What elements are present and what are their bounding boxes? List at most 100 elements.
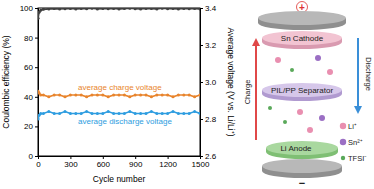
marker [145,112,148,115]
marker [188,112,191,115]
charge-label: Charge [243,80,252,105]
marker [134,93,137,96]
marker [166,93,169,96]
marker [150,110,153,113]
marker [112,112,115,115]
marker [53,8,56,10]
figure: 0300600900120015000204060801002.62.83.03… [0,0,374,189]
plot-area [38,8,200,121]
marker [145,93,148,96]
tick: 20 [24,122,38,131]
marker [193,95,196,98]
tick-label: 80 [24,34,33,43]
ion-legend-marker [340,123,346,129]
tick: 60 [24,63,38,72]
marker [145,8,148,10]
marker [39,112,42,115]
tick-label: 600 [97,160,111,169]
marker [38,118,40,121]
marker [80,112,83,115]
series-label: average charge voltage [78,83,162,92]
x-axis-title: Cycle number [93,174,146,184]
marker [58,93,61,96]
marker [150,95,153,98]
top-cap [258,11,346,30]
marker [58,112,61,115]
marker [85,8,88,10]
ion [315,55,321,61]
marker [118,112,121,115]
separator [262,83,342,101]
tick: 600 [97,156,111,169]
y-axis: 0 20 40 60 80 100 [20,4,39,161]
top-cap-top [258,11,346,25]
marker [96,8,99,11]
tick: 0 [36,156,41,169]
marker [74,112,77,115]
marker [172,8,175,10]
marker [161,93,164,96]
marker [64,95,67,98]
ion [275,57,281,63]
marker [172,110,175,113]
anode-label: Li Anode [280,144,312,153]
ion-legend-marker [340,139,346,145]
tick-label: 100 [20,4,34,13]
marker [177,8,180,11]
tick: 300 [64,156,78,169]
ion [297,109,303,115]
marker [182,112,185,115]
marker [177,112,180,115]
marker [188,93,191,96]
marker [177,93,180,96]
negative-terminal: − [299,177,305,189]
tick: 0 [29,152,38,161]
tick: 80 [24,34,38,43]
marker [53,112,56,115]
ion [327,69,333,75]
tick: 3.2 [200,41,217,50]
plot-frame [38,8,200,156]
ion [283,120,287,124]
anode-top [266,141,338,155]
series-line [38,91,200,97]
marker [161,8,164,10]
marker [39,93,42,96]
marker [139,93,142,96]
y-axis-title: Coulombic efficiency (%) [1,35,11,129]
y2-axis-title: Average voltage (V vs. Li/Li⁺) [226,27,236,136]
positive-terminal: + [299,2,305,13]
ion-legend-label: Li⁺ [348,122,357,131]
tick-label: 3.2 [205,41,217,50]
marker [112,93,115,96]
separator-label: PIL/PP Separator [271,86,333,95]
marker [101,8,104,10]
marker [91,8,94,10]
tick-label: 0 [29,152,34,161]
ion [290,68,294,72]
marker [139,8,142,11]
ion [307,127,313,133]
cathode-top [262,31,342,45]
tick-label: 40 [24,93,33,102]
marker [182,8,185,10]
marker [199,112,201,115]
marker [128,8,131,10]
discharge-arrow [357,38,359,110]
tick-label: 3.0 [205,78,217,87]
marker [42,112,45,115]
marker [91,93,94,96]
tick-label: 0 [36,160,41,169]
tick: 2.6 [200,152,217,161]
y2-axis: 2.62.83.03.23.4 [200,4,217,161]
marker [80,93,83,96]
tick-label: 1200 [159,160,177,169]
marker [193,110,196,113]
marker [161,112,164,115]
marker [64,110,67,113]
marker [182,93,185,96]
marker [155,93,158,96]
marker [128,95,131,98]
marker [188,8,191,10]
marker [166,112,169,115]
